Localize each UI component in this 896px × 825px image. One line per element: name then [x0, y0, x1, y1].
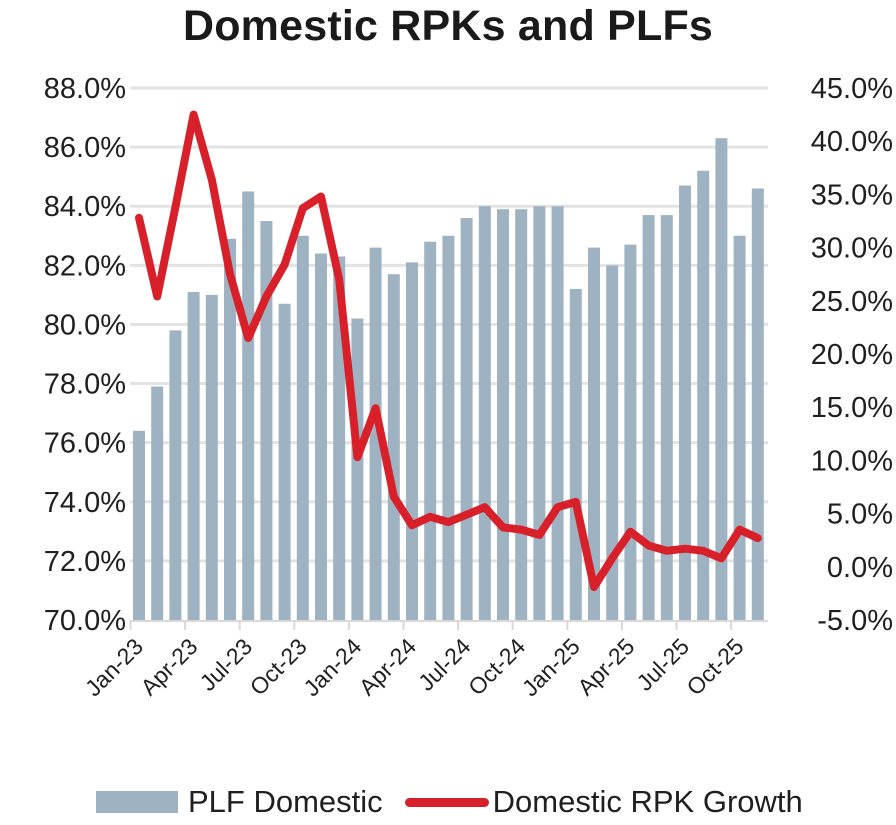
bar-Mar-23	[169, 330, 182, 620]
bar-Feb-25	[588, 247, 600, 620]
y-right-tick-label: 20.0%	[811, 339, 893, 371]
bar-Jan-25	[569, 288, 582, 620]
bar-Jul-23	[242, 191, 255, 620]
line-series-rpk-growth	[135, 110, 762, 591]
y-right-tick-label: 30.0%	[811, 233, 893, 265]
x-axis-labels: Jan-23Apr-23Jul-23Oct-23Jan-24Apr-24Jul-…	[80, 633, 749, 701]
x-axis	[129, 620, 768, 630]
bar-Oct-24	[515, 209, 528, 620]
x-tick-label: Jan-24	[298, 633, 366, 701]
bar-Nov-24	[533, 206, 546, 620]
y-left-tick-label: 84.0%	[44, 191, 126, 223]
x-tick-label: Oct-25	[681, 633, 748, 700]
legend: PLF Domestic Domestic RPK Growth	[96, 782, 803, 822]
bar-Mar-25	[606, 265, 619, 620]
bar-Feb-24	[369, 247, 382, 620]
x-tick-label: Jan-25	[517, 633, 585, 701]
x-tick-label: Jan-23	[80, 633, 148, 701]
y-right-tick-label: 5.0%	[827, 499, 893, 531]
y-right-tick-label: 45.0%	[811, 73, 893, 105]
y-right-tick-label: 40.0%	[811, 126, 893, 158]
bar-Nov-25	[751, 188, 764, 620]
legend-item-plf-domestic: PLF Domestic	[96, 784, 383, 820]
bar-Apr-23	[187, 291, 200, 620]
x-tick-label: Apr-25	[572, 633, 639, 700]
bar-Apr-25	[624, 244, 637, 620]
bar-Jun-23	[224, 238, 236, 620]
y-axis-right: -5.0% 0.0% 5.0% 10.0% 15.0% 20.0% 25.0% 30.0% 35…	[811, 73, 893, 637]
y-left-tick-label: 80.0%	[44, 309, 126, 341]
y-right-tick-label: 15.0%	[811, 392, 893, 424]
bar-Mar-24	[387, 274, 400, 620]
bar-May-25	[642, 215, 655, 621]
legend-swatch-line	[404, 797, 489, 807]
chart-title: Domestic RPKs and PLFs	[182, 2, 714, 50]
y-right-tick-label: 10.0%	[811, 445, 893, 477]
y-right-tick-label: -5.0%	[817, 605, 893, 637]
y-left-tick-label: 70.0%	[44, 605, 126, 637]
bar-Nov-23	[315, 253, 327, 620]
legend-label-plf-domestic: PLF Domestic	[188, 784, 383, 819]
y-right-tick-label: 0.0%	[827, 552, 893, 584]
bar-Sep-23	[278, 303, 291, 620]
bar-Apr-24	[406, 262, 418, 620]
bar-Sep-25	[715, 138, 728, 620]
bar-Jun-25	[660, 215, 673, 621]
bar-Aug-25	[697, 170, 710, 620]
bar-May-23	[205, 294, 218, 620]
legend-label-rpk-growth: Domestic RPK Growth	[492, 784, 803, 819]
y-left-tick-label: 72.0%	[44, 546, 126, 578]
chart-canvas: 70.0% 72.0% 74.0% 76.0% 78.0% 80.0% 82.0% 84.0%…	[44, 73, 893, 701]
x-tick-label: Oct-24	[463, 633, 530, 700]
y-left-tick-label: 82.0%	[44, 250, 126, 282]
bar-Oct-23	[296, 235, 309, 620]
bar-Jul-24	[460, 218, 473, 621]
y-left-tick-label: 74.0%	[44, 487, 126, 519]
bar-Jun-24	[442, 235, 455, 620]
y-left-tick-label: 78.0%	[44, 369, 126, 401]
bar-Jan-24	[351, 318, 364, 620]
y-left-tick-label: 76.0%	[44, 428, 126, 460]
y-axis-left: 70.0% 72.0% 74.0% 76.0% 78.0% 80.0% 82.0% 84.0%…	[44, 73, 126, 637]
y-right-tick-label: 35.0%	[811, 179, 893, 211]
bar-series-plf-domestic	[133, 138, 764, 621]
bar-Aug-24	[478, 206, 491, 620]
legend-swatch-bar	[96, 791, 178, 813]
bar-May-24	[424, 241, 437, 620]
y-right-tick-label: 25.0%	[811, 286, 893, 318]
x-tick-label: Oct-23	[245, 633, 312, 700]
y-left-tick-label: 88.0%	[44, 73, 126, 105]
bar-Jan-23	[133, 430, 145, 620]
x-tick-label: Apr-24	[354, 633, 421, 700]
bar-Aug-23	[260, 221, 273, 620]
y-left-tick-label: 86.0%	[44, 132, 126, 164]
bar-Feb-23	[151, 386, 164, 620]
bar-Jul-25	[679, 185, 691, 621]
x-tick-label: Apr-23	[135, 633, 202, 700]
legend-item-rpk-growth: Domestic RPK Growth	[383, 784, 803, 820]
bar-Dec-24	[551, 206, 564, 620]
bar-Sep-24	[497, 209, 509, 620]
bar-Oct-25	[733, 235, 746, 620]
